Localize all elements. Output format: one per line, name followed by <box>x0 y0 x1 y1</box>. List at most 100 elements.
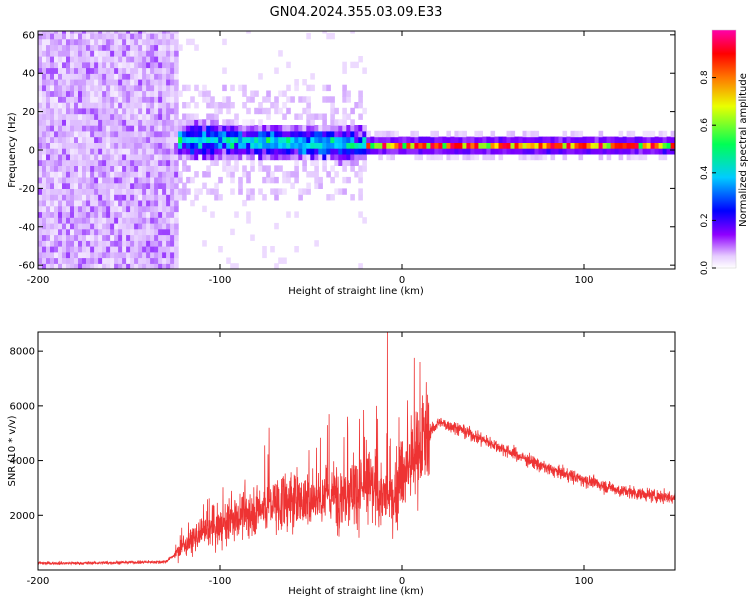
spectrogram-cell <box>318 142 323 149</box>
spectrogram-cell <box>226 125 231 132</box>
spectrogram-cell <box>602 136 608 143</box>
spectrogram-cell <box>122 61 127 69</box>
spectrogram-cell <box>42 153 47 161</box>
spectrogram-cell <box>270 171 275 178</box>
spectrogram-cell <box>138 199 143 207</box>
spectrogram-cell <box>54 246 59 253</box>
spectrogram-cell <box>330 176 335 184</box>
spectrogram-cell <box>494 148 500 155</box>
spectrogram-cell <box>126 130 131 138</box>
spectrogram-cell <box>202 148 207 155</box>
spectrogram-cell <box>118 102 123 109</box>
spectrogram-cell <box>106 263 111 269</box>
spectrogram-cell <box>54 113 59 120</box>
spectrogram-cell <box>322 148 327 155</box>
spectrogram-cell <box>94 148 99 155</box>
spectrogram-cell <box>202 125 207 132</box>
spectrogram-cell <box>442 142 447 149</box>
spectrogram-cell <box>202 142 207 149</box>
figure-title: GN04.2024.355.03.09.E33 <box>270 5 443 20</box>
spectrogram-cell <box>250 96 255 103</box>
spectrogram-cell <box>342 176 347 184</box>
spectrogram-cell <box>74 38 79 46</box>
spectrogram-cell <box>126 222 131 230</box>
spectrogram-cell <box>170 130 175 138</box>
spectrogram-cell <box>142 56 147 63</box>
spectrogram-cell <box>110 119 115 126</box>
spectrogram-cell <box>222 165 227 172</box>
spectrogram-cell <box>114 96 119 103</box>
spectrogram-cell <box>374 136 379 143</box>
spectrogram-cell <box>38 217 43 224</box>
spectrogram-cell <box>82 246 87 253</box>
spectrogram-cell <box>274 148 279 155</box>
spectrogram-cell <box>186 165 191 172</box>
spectrogram-cell <box>398 142 403 149</box>
spectrogram-cell <box>166 130 171 138</box>
spectrogram-cell <box>378 148 383 155</box>
spectrogram-cell <box>274 125 279 132</box>
spectrogram-cell <box>90 125 95 132</box>
spectrogram-cell <box>534 153 540 161</box>
spectrogram-cell <box>170 153 175 161</box>
spectrogram-cell <box>62 246 67 253</box>
spectrogram-cell <box>66 182 71 189</box>
spectrogram-cell <box>38 32 43 40</box>
spectrogram-cell <box>262 165 267 172</box>
spectrogram-cell <box>630 130 636 138</box>
spectrogram-cell <box>250 165 255 172</box>
spectrogram-cell <box>78 32 83 40</box>
spectrogram-cell <box>98 102 103 109</box>
spectrogram-cell <box>162 90 167 97</box>
spectrogram-cell <box>326 96 331 103</box>
colorbar: 0.00.20.40.60.8 Normalized spectral ampl… <box>700 29 749 275</box>
spectrogram-cell <box>90 199 95 207</box>
spectrogram-cell <box>74 148 79 155</box>
spectrogram-cell <box>270 102 275 109</box>
spectrogram-cell <box>642 136 648 143</box>
spectrogram-cell <box>122 165 127 172</box>
spectrogram-cell <box>66 246 71 253</box>
spectrogram-cell <box>334 159 339 166</box>
spectrogram-cell <box>106 165 111 172</box>
spectrogram-cell <box>74 50 79 57</box>
spectrogram-cell <box>62 67 67 74</box>
spectrogram-cell <box>170 61 175 69</box>
spectrogram-cell <box>350 153 355 161</box>
spectrogram-cell <box>158 234 163 241</box>
spectrogram-cell <box>58 31 63 34</box>
spectrogram-cell <box>354 142 359 149</box>
spectrogram-cell <box>166 246 171 253</box>
spectrogram-cell <box>310 113 315 120</box>
spectrogram-cell <box>502 142 508 149</box>
spectrogram-cell <box>338 130 343 138</box>
spectrogram-cell <box>86 136 91 143</box>
spectrogram-cell <box>650 130 656 138</box>
spectrogram-cell <box>258 165 263 172</box>
spectrogram-cell <box>586 136 592 143</box>
spectrogram-cell <box>66 165 71 172</box>
spectrogram-cell <box>322 96 327 103</box>
spectrogram-cell <box>298 96 303 103</box>
spectrogram-cell <box>634 142 640 149</box>
spectrogram-cell <box>114 38 119 46</box>
spectrogram-cell <box>222 67 227 74</box>
spectrogram-cell <box>146 182 151 189</box>
spectrogram-cell <box>286 125 291 132</box>
spectrogram-cell <box>62 73 67 80</box>
spectrogram-cell <box>154 165 159 172</box>
spectrogram-cell <box>158 96 163 103</box>
spectrogram-cell <box>114 217 119 224</box>
spectrogram-cell <box>270 136 275 143</box>
spectrogram-cell <box>514 136 520 143</box>
spectrogram-cell <box>134 171 139 178</box>
spectrogram-cell <box>86 199 91 207</box>
spectrogram-cell <box>278 50 283 57</box>
spectrogram-cell <box>138 148 143 155</box>
spectrogram-cell <box>338 159 343 166</box>
spectrogram-cell <box>294 113 299 120</box>
spectrogram-cell <box>350 130 355 138</box>
spectrogram-cell <box>82 44 87 51</box>
spectrogram-cell <box>122 153 127 161</box>
spectrogram-cell <box>38 56 43 63</box>
